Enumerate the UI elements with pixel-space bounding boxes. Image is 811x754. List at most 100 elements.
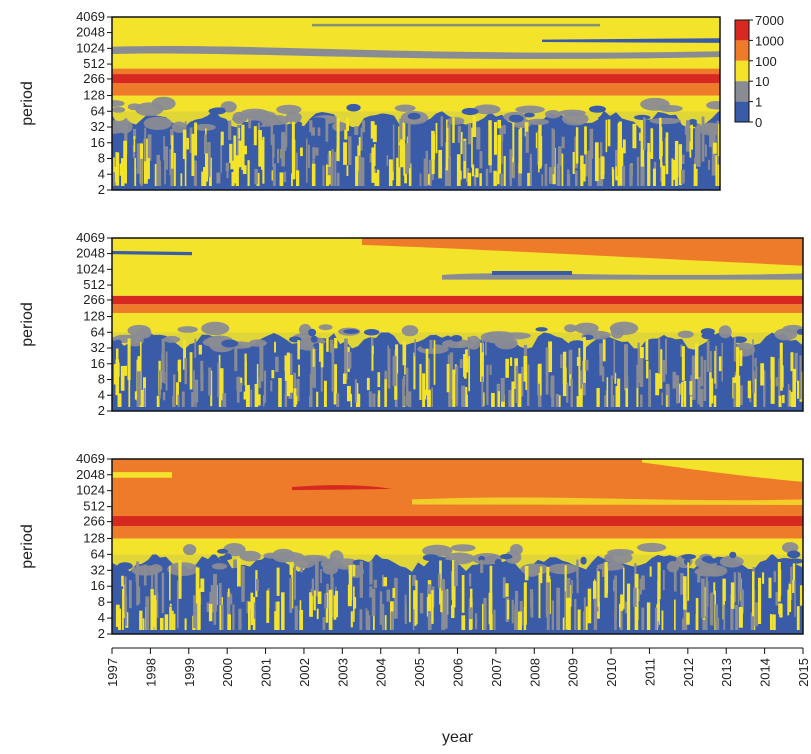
season-streak bbox=[678, 144, 682, 186]
season-streak bbox=[606, 377, 609, 407]
season-streak bbox=[170, 171, 174, 186]
season-streak bbox=[384, 615, 387, 630]
season-streak bbox=[546, 582, 550, 615]
y-tick-label: 4 bbox=[98, 610, 105, 625]
season-streak bbox=[414, 339, 416, 357]
season-streak bbox=[649, 566, 652, 577]
season-streak bbox=[796, 380, 800, 399]
season-streak bbox=[514, 590, 519, 622]
legend-swatch bbox=[735, 81, 749, 102]
season-streak bbox=[770, 357, 775, 404]
season-streak bbox=[124, 365, 128, 376]
power-band bbox=[112, 526, 803, 539]
season-streak bbox=[238, 127, 241, 139]
season-streak bbox=[293, 372, 297, 398]
season-streak bbox=[566, 578, 571, 598]
power-patch bbox=[126, 333, 144, 347]
season-streak bbox=[313, 590, 316, 611]
season-streak bbox=[680, 344, 683, 357]
season-streak bbox=[218, 354, 221, 388]
season-streak bbox=[709, 128, 713, 148]
season-streak bbox=[331, 149, 334, 186]
season-streak bbox=[371, 343, 374, 371]
season-streak bbox=[123, 140, 127, 184]
season-streak bbox=[133, 128, 137, 140]
season-streak bbox=[597, 571, 600, 607]
season-streak bbox=[452, 117, 455, 143]
power-patch bbox=[494, 558, 502, 566]
season-streak bbox=[244, 145, 248, 155]
season-streak bbox=[480, 559, 484, 574]
y-tick-label: 2 bbox=[98, 626, 105, 641]
season-streak bbox=[291, 568, 294, 609]
season-streak bbox=[738, 607, 743, 628]
power-patch bbox=[112, 106, 126, 113]
power-patch bbox=[450, 335, 463, 342]
season-streak bbox=[550, 375, 555, 398]
season-streak bbox=[615, 166, 618, 181]
long-period-stripe bbox=[112, 46, 720, 60]
power-band bbox=[112, 304, 803, 313]
season-streak bbox=[377, 372, 381, 388]
season-streak bbox=[350, 393, 353, 407]
season-streak bbox=[191, 392, 194, 407]
power-patch bbox=[272, 548, 295, 563]
season-streak bbox=[291, 173, 293, 186]
season-streak bbox=[622, 166, 626, 186]
season-streak bbox=[601, 563, 605, 577]
season-streak bbox=[242, 165, 247, 175]
legend-swatch bbox=[735, 101, 749, 122]
season-streak bbox=[718, 123, 720, 157]
x-tick-label: 2004 bbox=[374, 658, 389, 687]
season-streak bbox=[210, 585, 214, 613]
power-patch bbox=[440, 559, 454, 566]
season-streak bbox=[285, 124, 288, 148]
season-streak bbox=[730, 582, 735, 609]
season-streak bbox=[548, 167, 553, 184]
season-streak bbox=[713, 395, 717, 407]
season-streak bbox=[701, 116, 705, 162]
season-streak bbox=[360, 127, 363, 151]
season-streak bbox=[228, 120, 232, 141]
season-streak bbox=[502, 577, 506, 599]
season-streak bbox=[500, 173, 503, 186]
season-streak bbox=[371, 345, 374, 354]
season-streak bbox=[374, 143, 376, 167]
power-patch bbox=[217, 548, 229, 554]
x-tick-label: 2007 bbox=[489, 658, 504, 687]
season-streak bbox=[210, 370, 213, 407]
y-tick-label: 2 bbox=[98, 182, 105, 197]
season-streak bbox=[626, 583, 631, 630]
season-streak bbox=[757, 577, 762, 625]
season-streak bbox=[633, 587, 637, 607]
season-streak bbox=[441, 600, 446, 630]
season-streak bbox=[464, 361, 467, 379]
season-streak bbox=[503, 155, 506, 186]
season-streak bbox=[312, 348, 315, 367]
season-streak bbox=[180, 173, 183, 186]
panel-cells bbox=[112, 17, 720, 190]
season-streak bbox=[564, 565, 567, 597]
season-streak bbox=[715, 345, 718, 389]
season-streak bbox=[779, 342, 783, 391]
season-streak bbox=[611, 395, 615, 407]
season-streak bbox=[241, 565, 245, 602]
season-streak bbox=[619, 149, 622, 185]
power-patch bbox=[520, 563, 550, 575]
season-streak bbox=[712, 142, 717, 154]
season-streak bbox=[507, 599, 510, 620]
season-streak bbox=[195, 567, 200, 608]
season-streak bbox=[689, 396, 693, 407]
power-patch bbox=[441, 339, 474, 349]
season-streak bbox=[571, 579, 573, 594]
season-streak bbox=[646, 360, 649, 379]
season-streak bbox=[250, 592, 254, 610]
season-streak bbox=[657, 562, 661, 600]
season-streak bbox=[473, 174, 477, 186]
season-streak bbox=[585, 359, 589, 371]
season-streak bbox=[753, 378, 757, 407]
legend-label: 100 bbox=[755, 54, 777, 69]
season-streak bbox=[485, 168, 489, 186]
